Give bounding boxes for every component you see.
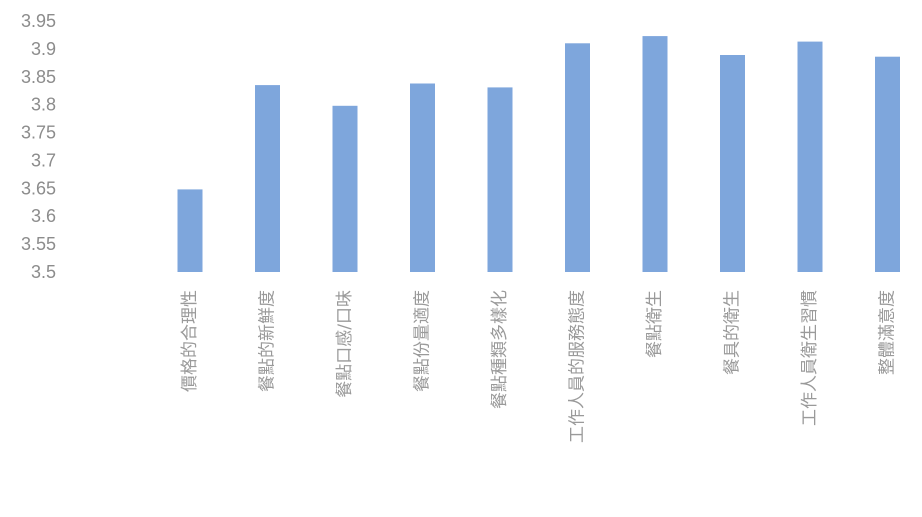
bar — [410, 83, 435, 272]
x-category-label: 餐點衛生 — [645, 290, 665, 358]
y-tick-label: 3.5 — [31, 262, 56, 282]
y-axis-tick-labels: 3.95 3.9 3.85 3.8 3.75 3.7 3.65 3.6 3.55 3.5 — [21, 11, 56, 282]
bar — [487, 87, 513, 273]
x-category-label: 餐具的衛生 — [723, 290, 743, 375]
bar — [177, 189, 203, 272]
x-category-label: 餐點的新鮮度 — [258, 290, 278, 392]
y-tick-label: 3.65 — [21, 178, 56, 198]
y-tick-label: 3.8 — [31, 95, 56, 115]
y-tick-label: 3.6 — [31, 206, 56, 226]
x-category-label: 餐點口感/口味 — [335, 290, 355, 398]
y-tick-label: 3.55 — [21, 234, 56, 254]
bars — [177, 36, 900, 273]
x-category-label: 工作人員衛生習慣 — [800, 290, 820, 426]
y-tick-label: 3.95 — [21, 11, 56, 31]
bar — [642, 36, 668, 272]
x-category-label: 餐點份量適度 — [413, 290, 433, 392]
x-category-label: 工作人員的服務態度 — [568, 290, 588, 443]
bar — [720, 55, 745, 272]
y-tick-label: 3.85 — [21, 67, 56, 87]
x-category-label: 餐點種類多樣化 — [490, 290, 510, 409]
bar — [255, 85, 280, 272]
y-tick-label: 3.75 — [21, 123, 56, 143]
bar — [332, 105, 358, 272]
x-category-label: 整體滿意度 — [878, 290, 898, 375]
bar — [565, 43, 590, 272]
x-axis-category-labels: 價格的合理性 餐點的新鮮度 餐點口感/口味 餐點份量適度 餐點種類多樣化 工作人員的服務態… — [180, 290, 898, 443]
bar — [875, 56, 900, 273]
y-tick-label: 3.9 — [31, 39, 56, 59]
x-category-label: 價格的合理性 — [180, 290, 200, 392]
bar — [797, 41, 823, 272]
y-tick-label: 3.7 — [31, 150, 56, 170]
